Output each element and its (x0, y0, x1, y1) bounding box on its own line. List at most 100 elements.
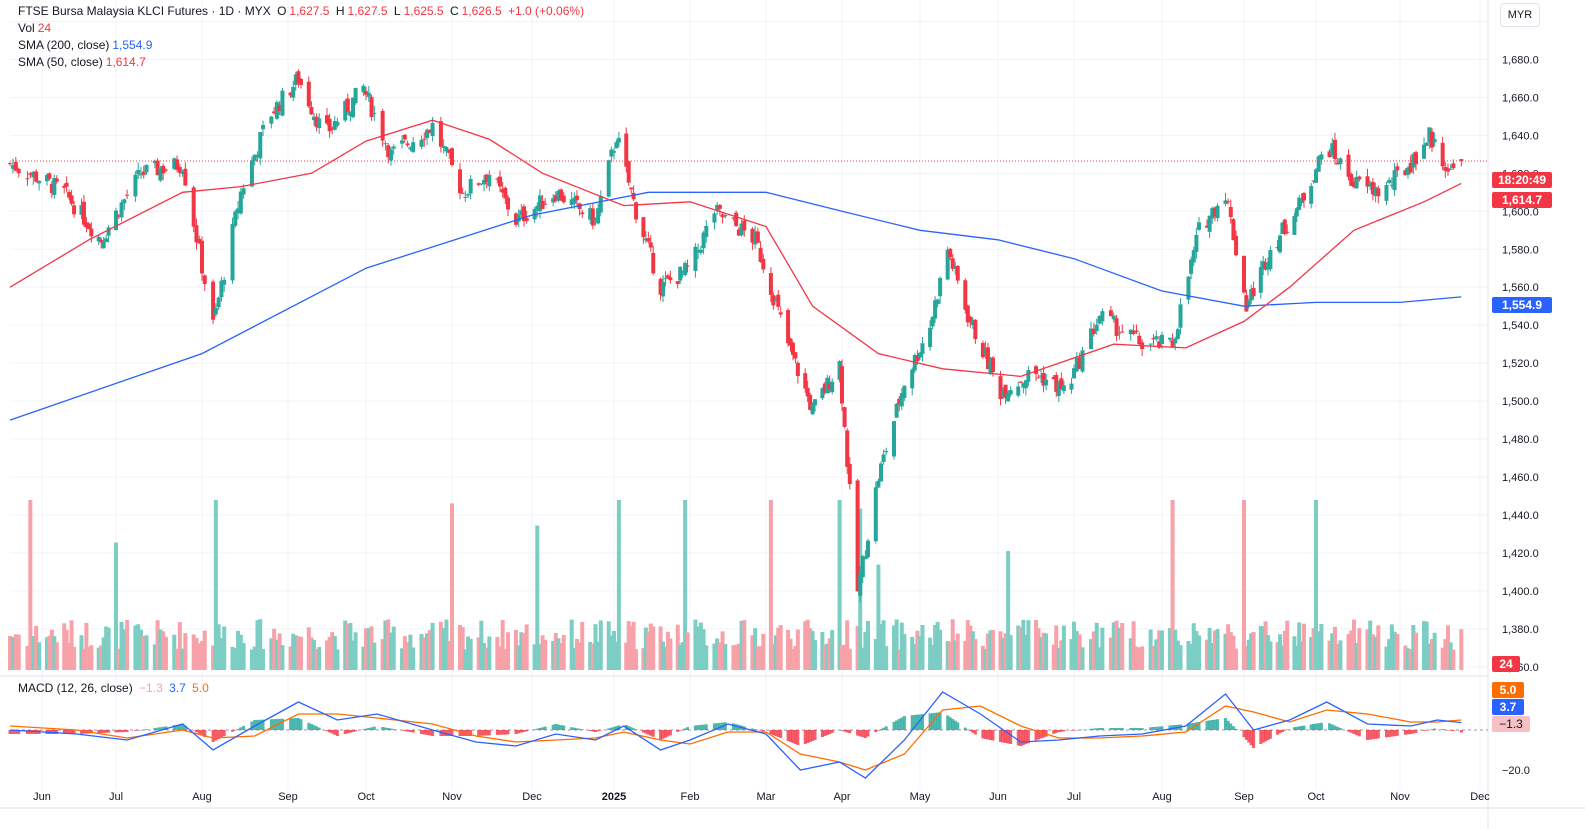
volume-bar (535, 525, 540, 670)
macd-hist-bar (102, 730, 106, 733)
macd-hist-bar (686, 727, 690, 730)
macd-hist-bar (211, 730, 215, 742)
candle-body (736, 229, 741, 236)
candle-body (136, 169, 141, 175)
candle-body (1368, 183, 1373, 187)
macd-hist-bar (97, 730, 101, 734)
symbol-title[interactable]: FTSE Bursa Malaysia KLCI Futures · 1D · … (18, 4, 271, 18)
macd-hist-bar (1129, 728, 1133, 730)
macd-hist-bar (153, 728, 157, 730)
macd-hist-bar (1208, 720, 1212, 730)
volume-bar (1001, 637, 1006, 670)
candle-body (658, 278, 663, 295)
candle-body (742, 220, 747, 231)
candle-body (67, 192, 72, 198)
volume-bar (1282, 630, 1287, 670)
sma50-label[interactable]: SMA (50, close) (18, 55, 103, 69)
macd-hist-bar (543, 726, 547, 730)
volume-bar (1430, 638, 1434, 670)
macd-label[interactable]: MACD (12, 26, close) (18, 681, 133, 695)
volume-bar (141, 636, 146, 670)
volume-bar (847, 648, 852, 670)
volume-bar (590, 643, 595, 670)
volume-bar (1370, 634, 1375, 670)
macd-hist-bar (1433, 728, 1437, 730)
macd-hist-bar (192, 730, 196, 731)
volume-bar (698, 622, 703, 670)
volume-bar (197, 643, 202, 670)
volume-bar (734, 644, 739, 670)
volume-bar (675, 624, 680, 670)
volume-bar (200, 641, 204, 670)
volume-bar (277, 633, 282, 670)
macd-hist-bar (172, 725, 176, 730)
candle-body (1170, 340, 1175, 347)
volume-bar (119, 621, 124, 670)
sma200-label[interactable]: SMA (200, close) (18, 38, 110, 52)
volume-bar (980, 645, 985, 670)
candle-body (348, 111, 353, 117)
macd-hist-bar (946, 715, 950, 730)
macd-line (9, 691, 1462, 779)
candle-body (391, 146, 396, 149)
macd-hist-bar (756, 729, 760, 731)
volume-label[interactable]: Vol (18, 21, 35, 35)
candle-body (1223, 200, 1228, 204)
candle-body (425, 129, 430, 139)
macd-hist-bar (902, 716, 906, 730)
volume-bar (1194, 630, 1199, 670)
candle-body (1268, 250, 1273, 270)
macd-hist-bar (1384, 730, 1388, 738)
price-tick-label: 1,460.0 (1502, 472, 1539, 484)
macd-hist-bar (808, 730, 812, 742)
volume-bar (1414, 632, 1418, 670)
candle-body (1210, 208, 1215, 219)
volume-bar (364, 628, 368, 670)
candle-body (985, 347, 990, 370)
volume-bar (312, 639, 316, 670)
candle-body (795, 362, 800, 377)
volume-bar (484, 647, 489, 670)
volume-bar (1097, 647, 1102, 670)
macd-hist-bar (133, 730, 137, 731)
volume-bar (252, 646, 257, 670)
macd-hist-bar (309, 724, 313, 730)
macd-hist-bar (280, 718, 284, 730)
volume-bar (1258, 625, 1263, 670)
candle-body (31, 171, 36, 178)
currency-button[interactable]: MYR (1500, 3, 1540, 27)
macd-hist-bar (125, 730, 129, 732)
macd-hist-bar (328, 730, 332, 733)
macd-hist-bar (933, 712, 937, 730)
macd-hist-bar (1390, 730, 1394, 737)
candle-body (180, 171, 185, 174)
macd-hist-bar (554, 724, 558, 730)
volume-bar (89, 645, 94, 670)
macd-hist-bar (1425, 730, 1429, 731)
volume-bar (1261, 626, 1266, 670)
candle-body (1036, 377, 1041, 379)
volume-bar (177, 622, 182, 670)
volume-bar (86, 647, 91, 670)
candle-body (758, 247, 763, 262)
macd-hist-bar (845, 730, 849, 733)
candle-body (332, 121, 337, 130)
macd-hist-bar (1441, 729, 1445, 730)
low-label: L (393, 4, 401, 18)
open-label: O (277, 4, 287, 18)
volume-bar (553, 632, 558, 670)
candle-body (1094, 324, 1099, 331)
candle-body (1077, 357, 1082, 369)
volume-bar (629, 626, 634, 670)
volume-bar (54, 642, 59, 670)
candle-body (1440, 142, 1445, 167)
candle-body (10, 165, 15, 169)
candle-body (438, 121, 443, 147)
macd-hist-bar (734, 724, 738, 730)
candle-body (119, 202, 124, 218)
macd-hist-bar (1171, 725, 1175, 730)
volume-bar (1023, 634, 1028, 670)
volume-bar (468, 638, 473, 670)
candle-body (873, 487, 878, 542)
